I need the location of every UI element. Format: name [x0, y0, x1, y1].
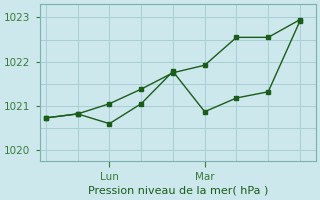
X-axis label: Pression niveau de la mer( hPa ): Pression niveau de la mer( hPa ) — [87, 186, 268, 196]
